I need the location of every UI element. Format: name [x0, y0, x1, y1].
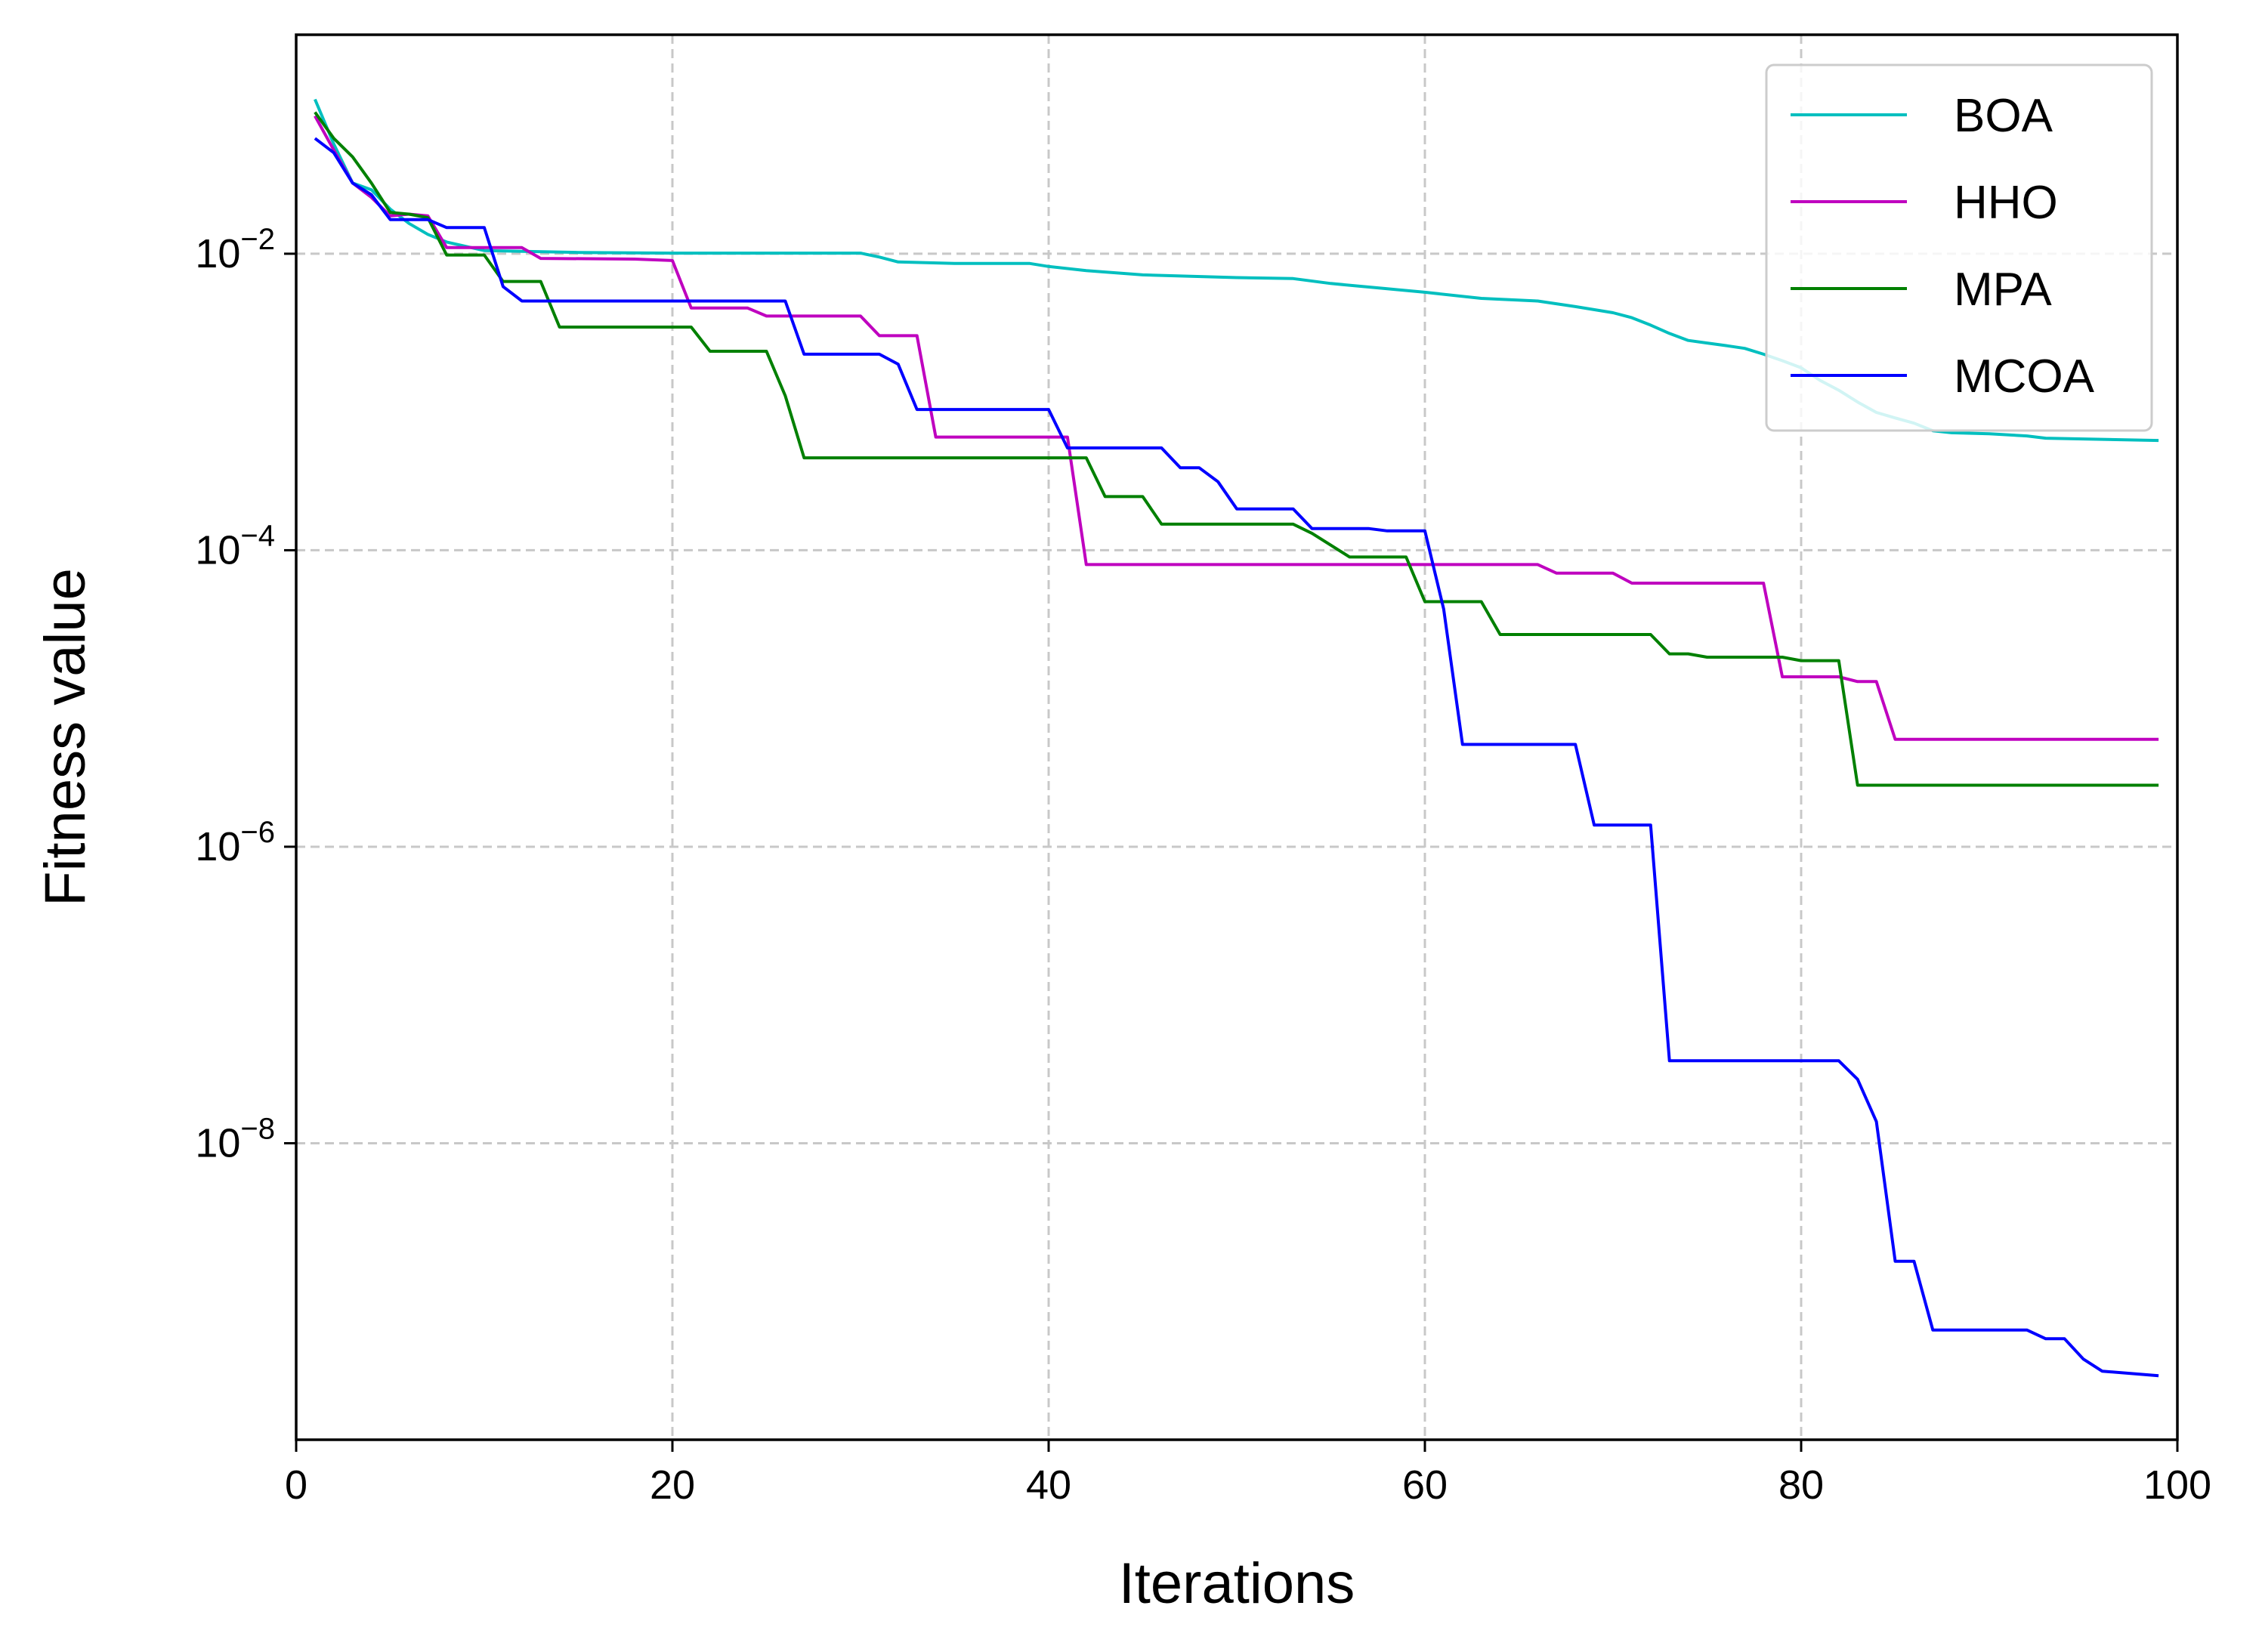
- axis-ticks: 0 20 40 60 80 100 10−8 10−6 10−4 10−2: [195, 223, 2211, 1508]
- legend-label-mcoa: MCOA: [1954, 350, 2095, 403]
- legend-label-boa: BOA: [1954, 90, 2053, 142]
- y-tick-label: 10−2: [195, 223, 275, 276]
- x-axis-title: Iterations: [1119, 1552, 1355, 1616]
- x-tick-label: 60: [1402, 1462, 1448, 1508]
- x-tick-label: 40: [1026, 1462, 1071, 1508]
- series-line-mpa: [314, 111, 2159, 787]
- x-tick-label: 0: [285, 1462, 307, 1508]
- y-tick-label: 10−8: [195, 1112, 275, 1166]
- legend-label-mpa: MPA: [1954, 264, 2052, 316]
- x-tick-label: 20: [650, 1462, 695, 1508]
- series-lines: [314, 98, 2159, 1378]
- y-tick-label: 10−4: [195, 519, 275, 573]
- series-line-mcoa: [314, 137, 2159, 1378]
- legend-label-hho: HHO: [1954, 177, 2058, 229]
- plot-area-frame: [295, 33, 2179, 1441]
- y-tick-label: 10−6: [195, 816, 275, 869]
- x-tick-label: 80: [1778, 1462, 1824, 1508]
- legend-box: [1765, 63, 2153, 432]
- y-axis-title: Fitness value: [33, 568, 97, 906]
- x-tick-label: 100: [2143, 1462, 2211, 1508]
- legend: BOA HHO MPA MCOA: [1765, 63, 2153, 432]
